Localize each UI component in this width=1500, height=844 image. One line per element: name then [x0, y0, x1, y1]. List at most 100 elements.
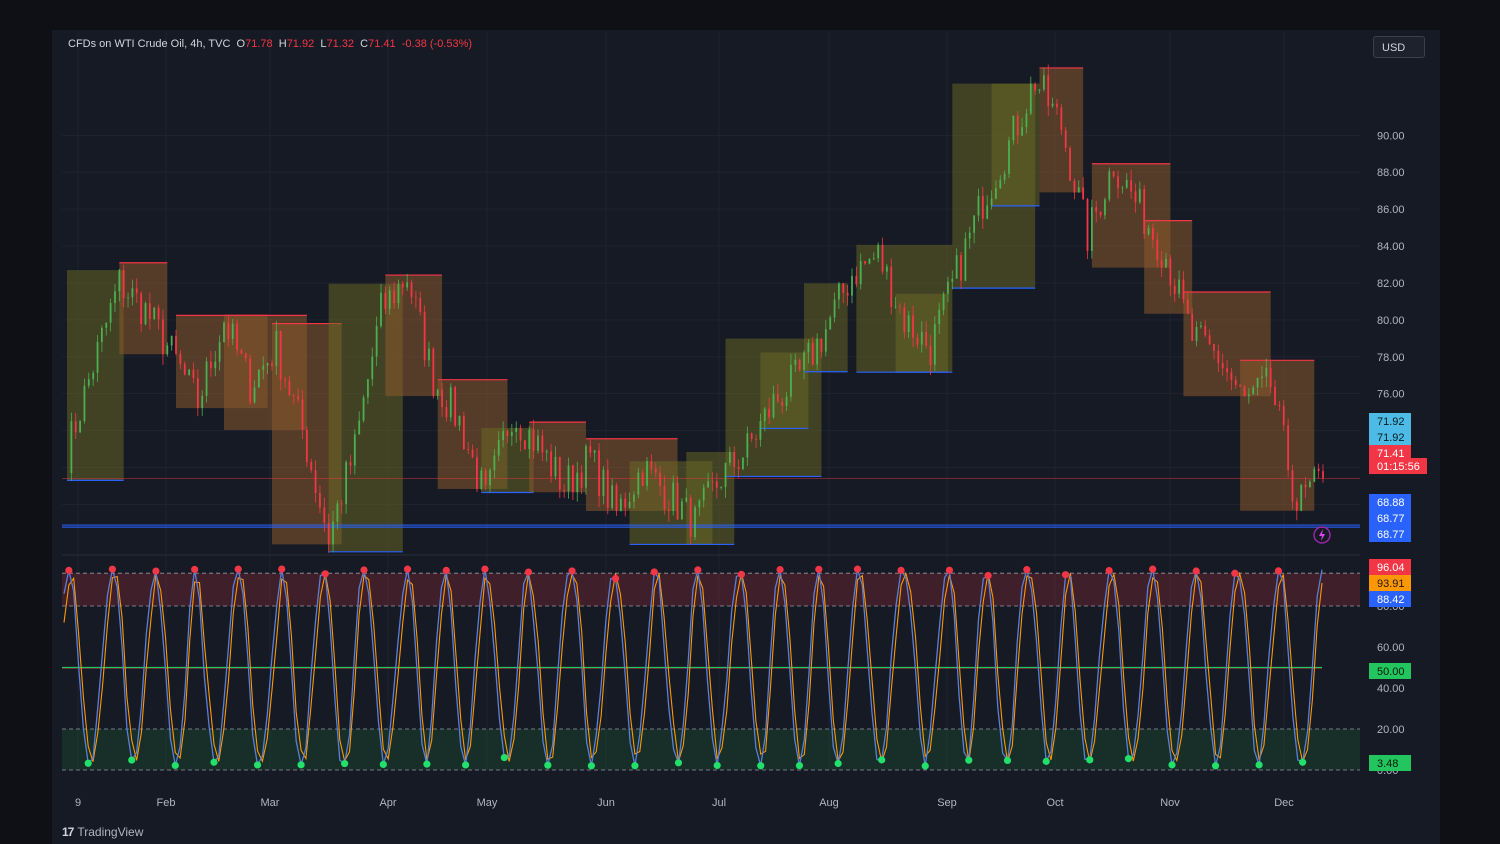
oversold-signal-dot	[1042, 757, 1050, 765]
candle-body	[1051, 103, 1054, 107]
open-value: 71.78	[245, 38, 273, 50]
candle-body	[153, 307, 156, 320]
candle-body	[162, 319, 164, 355]
candle-body	[1169, 258, 1172, 286]
currency-selector[interactable]: USD	[1373, 36, 1425, 58]
candle-body	[401, 283, 404, 288]
oversold-signal-dot	[921, 762, 929, 770]
candle-body	[654, 468, 657, 473]
candle-body	[1008, 140, 1010, 174]
candle-body	[70, 421, 73, 474]
candle-body	[563, 489, 566, 492]
candle-body	[1112, 171, 1115, 177]
candle-body	[109, 303, 112, 323]
candle-body	[1165, 258, 1167, 268]
candle-body	[602, 469, 605, 497]
oversold-signal-dot	[423, 760, 431, 768]
candle-body	[1217, 350, 1220, 363]
candle-body	[1160, 260, 1163, 268]
tradingview-brand[interactable]: 17 TradingView	[62, 825, 143, 839]
candle-body	[135, 288, 138, 294]
candle-body	[903, 307, 906, 332]
candle-body	[1060, 107, 1063, 131]
price-badge	[1369, 413, 1411, 429]
candle-body	[968, 232, 971, 239]
candle-body	[772, 393, 775, 418]
overbought-signal-dot	[65, 566, 73, 574]
candle-body	[1186, 299, 1189, 314]
candle-body	[183, 363, 186, 375]
price-axis: 70.0072.0074.0076.0078.0080.0082.0084.00…	[1369, 130, 1427, 777]
candle-body	[419, 298, 422, 312]
candle-body	[807, 342, 810, 353]
candle-body	[1322, 471, 1324, 479]
candle-body	[371, 356, 374, 380]
candle-body	[432, 348, 435, 397]
osc-badge-label: 88.42	[1377, 594, 1405, 606]
candle-body	[428, 348, 430, 361]
supply-zone	[1240, 360, 1315, 511]
candle-body	[1178, 279, 1180, 294]
oversold-signal-dot	[1255, 761, 1263, 769]
candle-body	[74, 421, 77, 433]
overbought-signal-dot	[568, 567, 576, 575]
candle-body	[855, 275, 858, 285]
candle-body	[803, 352, 805, 370]
candle-body	[406, 282, 409, 288]
candle-body	[240, 349, 243, 354]
candle-body	[633, 494, 635, 502]
overbought-signal-dot	[278, 565, 286, 573]
candle-body	[301, 399, 304, 430]
osc-badge-label: 93.91	[1377, 578, 1405, 590]
overbought-signal-dot	[1061, 571, 1070, 579]
candle-body	[454, 387, 457, 426]
candle-body	[510, 432, 513, 437]
oversold-signal-dot	[713, 761, 721, 770]
candle-body	[894, 306, 897, 308]
candle-body	[506, 431, 509, 437]
time-tick-label: Aug	[819, 797, 839, 809]
candle-body	[192, 369, 195, 379]
candle-body	[131, 288, 134, 298]
candle-body	[397, 283, 400, 304]
candle-body	[545, 451, 548, 453]
candle-body	[1243, 386, 1246, 397]
candle-body	[907, 315, 910, 332]
candle-body	[362, 397, 365, 421]
candle-body	[175, 335, 177, 354]
candle-body	[1012, 115, 1015, 141]
overbought-signal-dot	[737, 570, 745, 578]
oversold-signal-dot	[878, 756, 886, 764]
candle-body	[249, 358, 252, 403]
candle-body	[449, 387, 452, 418]
candle-body	[410, 282, 413, 298]
price-badge-label: 71.92	[1377, 416, 1405, 428]
candle-body	[615, 485, 618, 511]
candle-body	[310, 462, 313, 471]
candle-body	[314, 470, 317, 493]
candle-body	[1313, 468, 1316, 482]
oversold-signal-dot	[1086, 756, 1094, 764]
candle-body	[218, 341, 221, 362]
candle-body	[681, 501, 683, 520]
candle-body	[1304, 484, 1307, 488]
candle-body	[441, 389, 443, 408]
candle-body	[1147, 228, 1150, 235]
candle-body	[1073, 180, 1076, 193]
candle-body	[947, 281, 949, 294]
price-tick-label: 82.00	[1377, 278, 1405, 290]
price-tick-label: 86.00	[1377, 204, 1405, 216]
candle-body	[1226, 368, 1228, 373]
candle-body	[798, 359, 801, 370]
candle-body	[1295, 501, 1298, 511]
candle-body	[493, 455, 496, 471]
candle-body	[275, 330, 278, 367]
candle-body	[1064, 130, 1067, 148]
overbought-signal-dot	[191, 565, 199, 574]
candle-body	[1199, 325, 1202, 327]
osc-badge-label: 50.00	[1377, 666, 1405, 678]
candle-body	[571, 465, 574, 493]
candle-body	[519, 427, 522, 441]
candle-body	[1156, 239, 1159, 261]
